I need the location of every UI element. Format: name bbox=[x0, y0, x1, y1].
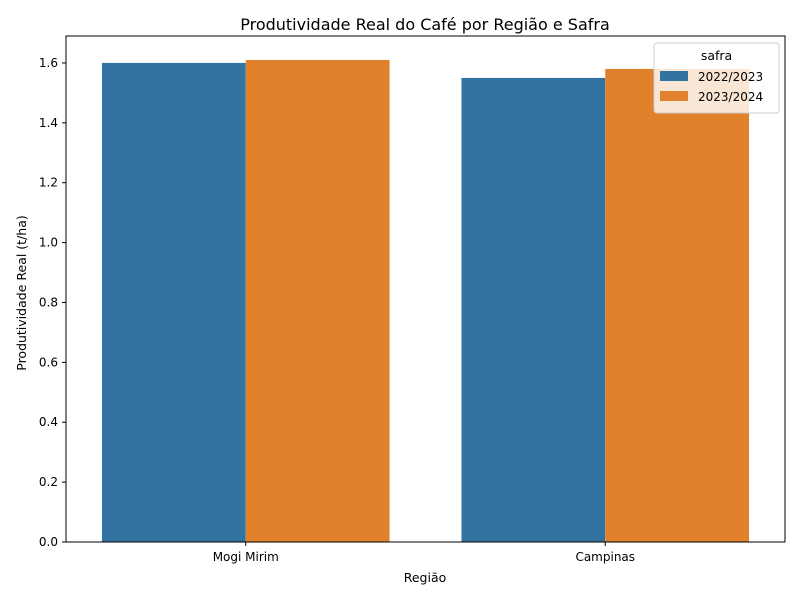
legend-swatch bbox=[660, 71, 688, 81]
bar-mogi-mirim-2022-2023 bbox=[101, 62, 246, 542]
x-axis: Mogi Mirim Campinas bbox=[213, 542, 635, 564]
bar-mogi-mirim-2023-2024 bbox=[245, 59, 390, 542]
y-axis-label: Produtividade Real (t/ha) bbox=[14, 215, 29, 371]
x-axis-label: Região bbox=[404, 570, 447, 585]
legend-entry-label: 2022/2023 bbox=[698, 70, 763, 84]
legend-title: safra bbox=[701, 48, 732, 63]
legend: safra 2022/2023 2023/2024 bbox=[653, 42, 780, 114]
y-tick-label: 0.2 bbox=[39, 475, 58, 489]
y-axis: 0.0 0.2 0.4 0.6 0.8 1.0 1.2 1.4 1.6 bbox=[39, 56, 66, 549]
bar-campinas-2023-2024 bbox=[605, 68, 750, 543]
bar-campinas-2022-2023 bbox=[461, 77, 606, 542]
x-tick-label: Mogi Mirim bbox=[213, 550, 279, 564]
chart-title: Produtividade Real do Café por Região e … bbox=[240, 15, 610, 34]
y-tick-label: 0.4 bbox=[39, 415, 58, 429]
y-tick-label: 1.4 bbox=[39, 116, 58, 130]
y-tick-label: 1.2 bbox=[39, 176, 58, 190]
y-tick-label: 1.0 bbox=[39, 236, 58, 250]
plot-frame bbox=[65, 35, 786, 543]
y-tick-label: 0.8 bbox=[39, 295, 58, 309]
bars-group bbox=[101, 59, 750, 543]
y-tick-label: 0.6 bbox=[39, 355, 58, 369]
y-tick-label: 1.6 bbox=[39, 56, 58, 70]
legend-swatch bbox=[660, 91, 688, 101]
y-tick-label: 0.0 bbox=[39, 535, 58, 549]
legend-entry-label: 2023/2024 bbox=[698, 90, 763, 104]
x-tick-label: Campinas bbox=[575, 550, 635, 564]
